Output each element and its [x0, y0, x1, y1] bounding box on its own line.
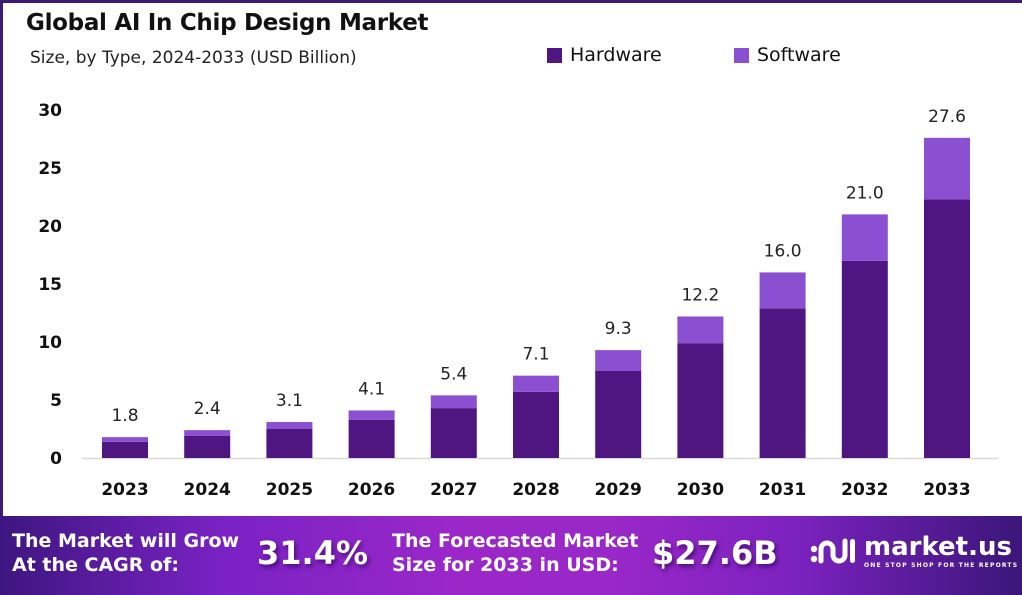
bar-hardware-2025: [266, 429, 313, 458]
market-us-logo-icon: [810, 538, 855, 563]
x-tick-label-2031: 2031: [759, 480, 806, 500]
bar-hardware-2033: [924, 199, 970, 458]
bar-hardware-2026: [348, 419, 395, 458]
bar-software-2027: [430, 395, 477, 409]
data-label-2030: 12.2: [681, 285, 719, 305]
data-label-2023: 1.8: [111, 406, 138, 426]
y-tick-label: 5: [50, 391, 62, 411]
y-tick-label: 0: [50, 449, 62, 469]
stacked-bar-chart: 0510152025301.820232.420243.120254.12026…: [38, 101, 998, 500]
x-tick-label-2026: 2026: [348, 480, 395, 500]
bar-software-2031: [759, 272, 806, 309]
x-tick-label-2024: 2024: [184, 480, 231, 500]
y-tick-label: 30: [38, 101, 62, 121]
x-tick-label-2027: 2027: [430, 480, 477, 500]
legend-swatch-hardware: [547, 47, 562, 63]
bar-software-2032: [841, 214, 888, 261]
x-tick-label-2032: 2032: [841, 480, 888, 500]
x-tick-label-2030: 2030: [677, 480, 724, 500]
forecast-value: $27.6B: [652, 534, 778, 572]
chart-subtitle: Size, by Type, 2024-2033 (USD Billion): [30, 48, 357, 68]
x-tick-label-2023: 2023: [101, 480, 148, 500]
data-label-2027: 5.4: [440, 364, 467, 384]
bar-hardware-2032: [841, 260, 888, 458]
bar-software-2025: [266, 422, 313, 429]
legend-label-software: Software: [757, 44, 841, 66]
y-tick-label: 15: [38, 275, 62, 295]
legend-item-hardware: Hardware: [547, 44, 662, 66]
cagr-value: 31.4%: [257, 534, 369, 572]
y-tick-label: 10: [38, 333, 62, 353]
bar-software-2030: [677, 316, 724, 344]
bar-software-2026: [348, 410, 395, 420]
bar-hardware-2030: [677, 343, 724, 458]
forecast-label-line1: The Forecasted Market: [392, 530, 639, 552]
bar-software-2033: [924, 137, 970, 200]
forecast-label: The Forecasted Market Size for 2033 in U…: [392, 529, 638, 577]
data-label-2028: 7.1: [522, 345, 549, 365]
cagr-label: The Market will Grow At the CAGR of:: [12, 529, 239, 577]
bar-software-2023: [102, 437, 148, 442]
y-tick-label: 20: [38, 217, 62, 237]
footer-banner: The Market will Grow At the CAGR of: 31.…: [0, 516, 1022, 595]
data-label-2029: 9.3: [605, 319, 632, 339]
bar-software-2024: [184, 430, 231, 436]
bar-hardware-2023: [102, 441, 148, 458]
bar-software-2028: [513, 375, 559, 392]
y-tick-label: 25: [38, 159, 62, 179]
chart-title: Global AI In Chip Design Market: [26, 10, 429, 36]
cagr-label-line1: The Market will Grow: [12, 530, 240, 552]
data-label-2032: 21.0: [846, 183, 884, 203]
x-tick-label-2033: 2033: [923, 480, 970, 500]
bar-hardware-2028: [513, 391, 559, 458]
x-tick-label-2028: 2028: [512, 480, 559, 500]
x-tick-label-2025: 2025: [266, 480, 313, 500]
bar-hardware-2029: [595, 371, 642, 458]
legend-label-hardware: Hardware: [570, 44, 662, 66]
brand-logo: market.us ONE STOP SHOP FOR THE REPORTS: [810, 534, 1018, 569]
forecast-label-line2: Size for 2033 in USD:: [392, 554, 619, 576]
data-label-2025: 3.1: [276, 391, 303, 411]
bar-software-2029: [595, 350, 642, 371]
legend-swatch-software: [734, 47, 749, 63]
cagr-label-line2: At the CAGR of:: [12, 554, 179, 576]
legend-item-software: Software: [734, 44, 841, 66]
data-label-2026: 4.1: [358, 379, 385, 399]
bar-hardware-2031: [759, 308, 806, 458]
x-tick-label-2029: 2029: [595, 480, 642, 500]
data-label-2031: 16.0: [764, 241, 802, 261]
data-label-2024: 2.4: [194, 399, 221, 419]
brand-name: market.us: [864, 532, 1012, 562]
bar-hardware-2024: [184, 435, 231, 458]
brand-tagline: ONE STOP SHOP FOR THE REPORTS: [864, 562, 1019, 569]
data-label-2033: 27.6: [928, 107, 966, 127]
bar-hardware-2027: [430, 408, 477, 458]
